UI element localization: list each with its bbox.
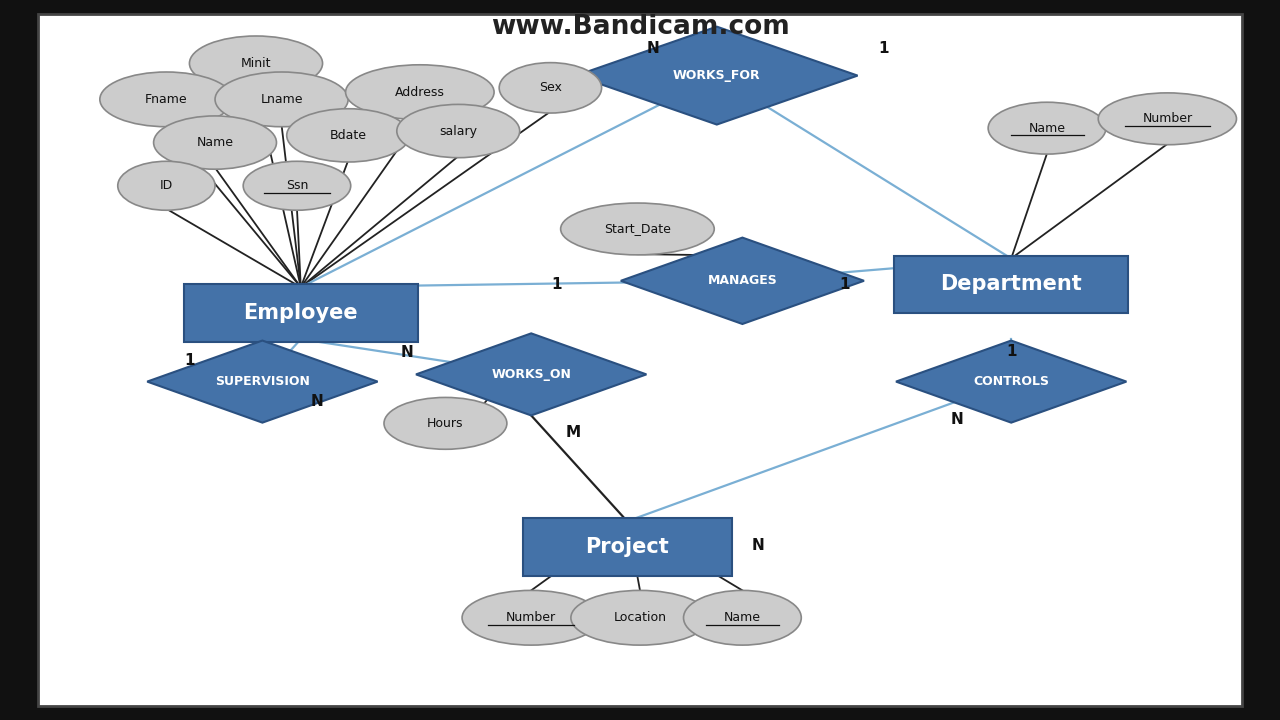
Ellipse shape (988, 102, 1106, 154)
Text: Project: Project (585, 537, 669, 557)
FancyBboxPatch shape (524, 518, 732, 576)
Polygon shape (621, 238, 864, 324)
Ellipse shape (154, 116, 276, 169)
Ellipse shape (100, 72, 233, 127)
Text: Name: Name (724, 611, 760, 624)
Text: N: N (311, 395, 324, 409)
Ellipse shape (384, 397, 507, 449)
Polygon shape (416, 333, 646, 415)
Text: Lname: Lname (260, 93, 303, 106)
Text: ID: ID (160, 179, 173, 192)
Text: Department: Department (941, 274, 1082, 294)
Polygon shape (576, 27, 858, 125)
Text: 1: 1 (840, 277, 850, 292)
Text: 1: 1 (878, 42, 888, 56)
Text: N: N (646, 42, 659, 56)
Text: salary: salary (439, 125, 477, 138)
Ellipse shape (118, 161, 215, 210)
FancyBboxPatch shape (38, 14, 1242, 706)
Text: N: N (401, 346, 413, 360)
Text: Fname: Fname (145, 93, 188, 106)
Text: WORKS_ON: WORKS_ON (492, 368, 571, 381)
Text: N: N (951, 412, 964, 426)
Text: SUPERVISION: SUPERVISION (215, 375, 310, 388)
Text: WORKS_FOR: WORKS_FOR (673, 69, 760, 82)
Text: 1: 1 (1006, 344, 1016, 359)
Ellipse shape (189, 36, 323, 91)
Text: Location: Location (613, 611, 667, 624)
Text: Ssn: Ssn (285, 179, 308, 192)
Ellipse shape (571, 590, 709, 645)
Text: Number: Number (506, 611, 557, 624)
Text: 1: 1 (184, 353, 195, 367)
Ellipse shape (561, 203, 714, 255)
Text: Number: Number (1142, 112, 1193, 125)
Text: N: N (751, 539, 764, 553)
Ellipse shape (397, 104, 520, 158)
Ellipse shape (243, 161, 351, 210)
Text: M: M (566, 425, 581, 439)
Text: Name: Name (197, 136, 233, 149)
Polygon shape (896, 341, 1126, 423)
Text: Start_Date: Start_Date (604, 222, 671, 235)
Text: Hours: Hours (428, 417, 463, 430)
Text: Address: Address (396, 86, 444, 99)
Text: MANAGES: MANAGES (708, 274, 777, 287)
Text: Employee: Employee (243, 303, 358, 323)
Ellipse shape (462, 590, 600, 645)
Text: www.Bandicam.com: www.Bandicam.com (490, 14, 790, 40)
FancyBboxPatch shape (895, 256, 1129, 313)
Ellipse shape (346, 65, 494, 120)
Text: 1: 1 (552, 277, 562, 292)
Polygon shape (147, 341, 378, 423)
Ellipse shape (215, 72, 348, 127)
Ellipse shape (287, 109, 410, 162)
Text: Name: Name (1029, 122, 1065, 135)
Ellipse shape (684, 590, 801, 645)
Ellipse shape (499, 63, 602, 113)
Text: Sex: Sex (539, 81, 562, 94)
Ellipse shape (1098, 93, 1236, 145)
Text: Minit: Minit (241, 57, 271, 70)
FancyBboxPatch shape (184, 284, 417, 342)
Text: CONTROLS: CONTROLS (973, 375, 1050, 388)
Text: Bdate: Bdate (330, 129, 366, 142)
